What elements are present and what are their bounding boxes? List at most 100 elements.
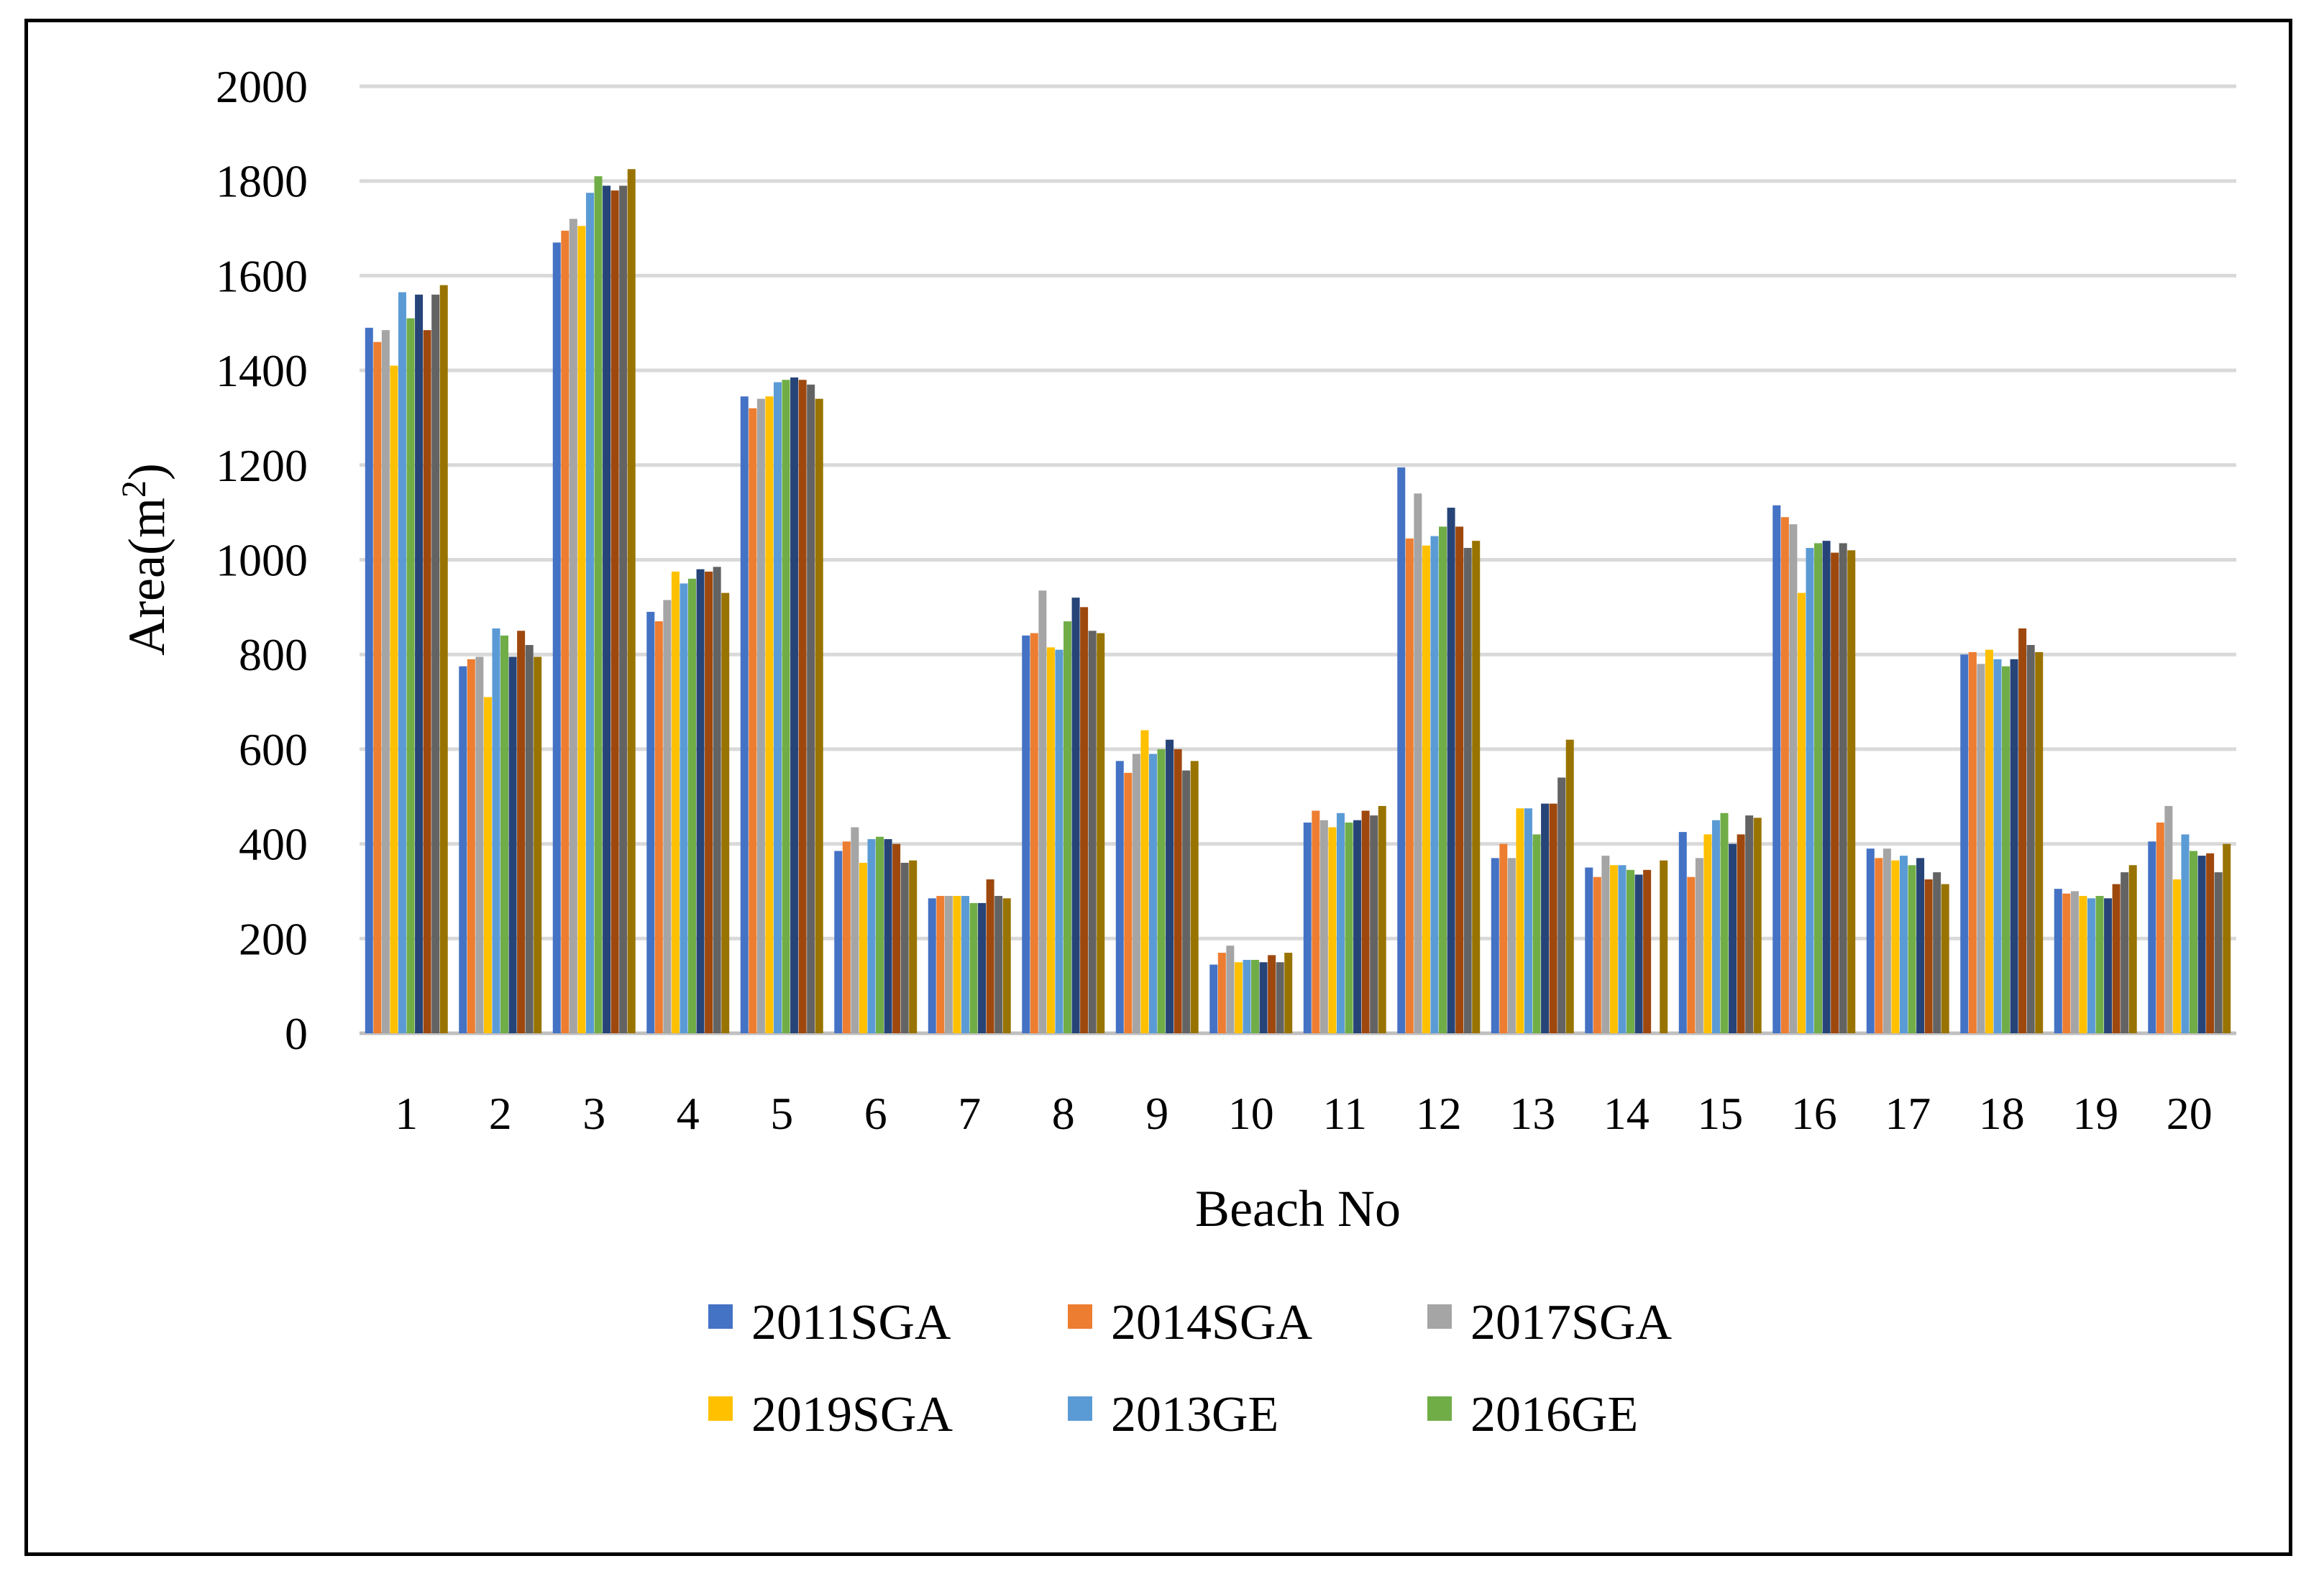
bar-2017sga-beach-1 — [381, 330, 390, 1033]
bar-series8-beach-16 — [1831, 552, 1839, 1033]
bar-2011sga-beach-11 — [1303, 822, 1312, 1033]
x-tick-label: 3 — [582, 1088, 605, 1139]
bar-2017sga-beach-8 — [1038, 590, 1047, 1033]
bar-2016ge-beach-16 — [1814, 543, 1823, 1033]
bar-series7-beach-12 — [1447, 508, 1455, 1033]
bar-2019sga-beach-10 — [1234, 962, 1243, 1033]
bar-series9-beach-19 — [2121, 872, 2129, 1033]
bar-2019sga-beach-6 — [859, 862, 867, 1033]
bar-2019sga-beach-13 — [1516, 808, 1524, 1033]
bar-series8-beach-17 — [1924, 879, 1933, 1033]
bar-2016ge-beach-1 — [406, 318, 415, 1033]
bar-2011sga-beach-1 — [365, 327, 373, 1034]
bar-series7-beach-10 — [1259, 962, 1268, 1033]
legend-swatch-2011sga — [708, 1304, 733, 1329]
bar-2017sga-beach-12 — [1414, 493, 1422, 1033]
bar-2017sga-beach-18 — [1977, 664, 1985, 1033]
bar-2014sga-beach-3 — [561, 230, 569, 1033]
bar-series7-beach-7 — [978, 902, 987, 1033]
bar-2014sga-beach-14 — [1593, 877, 1601, 1033]
bar-2016ge-beach-10 — [1251, 959, 1260, 1033]
x-tick-label: 11 — [1322, 1088, 1367, 1139]
bar-2017sga-beach-11 — [1319, 820, 1328, 1033]
bar-2013ge-beach-5 — [773, 382, 782, 1033]
bar-series10-beach-6 — [909, 860, 918, 1033]
bar-series10-beach-9 — [1190, 761, 1199, 1033]
bar-series10-beach-4 — [721, 592, 730, 1033]
bar-series7-beach-11 — [1353, 820, 1362, 1033]
bar-2014sga-beach-20 — [2156, 822, 2164, 1033]
legend-label-2013ge: 2013GE — [1111, 1387, 1278, 1442]
bar-2019sga-beach-7 — [953, 896, 961, 1033]
bar-2013ge-beach-20 — [2181, 834, 2190, 1033]
bar-series10-beach-11 — [1378, 805, 1386, 1033]
bar-series10-beach-12 — [1472, 541, 1481, 1033]
bar-2019sga-beach-14 — [1609, 865, 1618, 1033]
bar-2013ge-beach-3 — [585, 193, 594, 1034]
bar-series7-beach-20 — [2197, 856, 2206, 1033]
bar-2013ge-beach-16 — [1806, 548, 1814, 1033]
bar-series8-beach-14 — [1643, 869, 1652, 1033]
bar-2019sga-beach-19 — [2079, 896, 2087, 1033]
bar-series8-beach-8 — [1080, 607, 1089, 1033]
bar-2019sga-beach-20 — [2172, 879, 2181, 1033]
bar-2017sga-beach-19 — [2070, 891, 2079, 1033]
bar-series10-beach-1 — [439, 285, 448, 1033]
bar-2017sga-beach-15 — [1695, 858, 1703, 1033]
bar-series8-beach-3 — [610, 190, 619, 1033]
x-tick-label: 5 — [770, 1088, 793, 1139]
bar-2013ge-beach-9 — [1148, 754, 1157, 1033]
bar-2017sga-beach-2 — [475, 656, 484, 1033]
legend-label-2016ge: 2016GE — [1470, 1387, 1638, 1442]
bar-2013ge-beach-15 — [1711, 820, 1720, 1033]
bar-2011sga-beach-2 — [459, 666, 467, 1033]
y-axis-title-sup: 2 — [115, 480, 153, 498]
bar-series7-beach-18 — [2010, 659, 2018, 1033]
bar-2017sga-beach-5 — [756, 398, 765, 1033]
bar-series10-beach-15 — [1753, 818, 1762, 1033]
bar-2019sga-beach-12 — [1422, 545, 1430, 1033]
bar-2017sga-beach-14 — [1601, 856, 1610, 1033]
bar-2017sga-beach-3 — [569, 219, 577, 1033]
bar-2019sga-beach-4 — [671, 571, 680, 1033]
y-tick-label: 1200 — [216, 440, 308, 491]
bar-series7-beach-8 — [1071, 598, 1080, 1033]
y-axis-title: Area(m2) — [115, 463, 176, 656]
bar-2011sga-beach-10 — [1209, 964, 1218, 1033]
legend: 2011SGA 2014SGA 2017SGA 2019SGA 2013GE 2016GE — [708, 1295, 1672, 1442]
bar-2019sga-beach-18 — [1985, 649, 1993, 1033]
x-tick-label: 9 — [1145, 1088, 1168, 1139]
bar-2016ge-beach-2 — [500, 635, 509, 1033]
bar-series8-beach-15 — [1737, 834, 1745, 1033]
bar-series8-beach-5 — [798, 380, 807, 1033]
bar-2013ge-beach-19 — [2087, 898, 2095, 1033]
y-tick-label: 0 — [285, 1008, 308, 1059]
bar-2017sga-beach-20 — [2164, 805, 2173, 1033]
bar-2016ge-beach-5 — [782, 380, 790, 1033]
bar-series8-beach-1 — [423, 330, 431, 1033]
y-tick-label: 1000 — [216, 535, 308, 586]
bar-series10-beach-10 — [1284, 953, 1293, 1033]
x-tick-label: 7 — [958, 1088, 981, 1139]
bar-2011sga-beach-17 — [1866, 848, 1875, 1033]
bar-series10-beach-8 — [1097, 633, 1105, 1033]
bar-series7-beach-19 — [2104, 898, 2113, 1033]
y-tick-label: 1800 — [216, 156, 308, 207]
gridlines — [360, 84, 2236, 1035]
x-tick-label: 8 — [1052, 1088, 1075, 1139]
bar-2011sga-beach-3 — [552, 242, 561, 1034]
x-tick-label: 19 — [2072, 1088, 2118, 1139]
bar-2014sga-beach-6 — [842, 841, 851, 1033]
bar-series7-beach-9 — [1166, 739, 1174, 1033]
legend-swatch-2014sga — [1068, 1304, 1092, 1329]
bar-2013ge-beach-7 — [961, 896, 969, 1033]
x-tick-label: 2 — [489, 1088, 512, 1139]
bar-2011sga-beach-16 — [1772, 505, 1781, 1033]
bar-2014sga-beach-5 — [749, 408, 757, 1033]
y-tick-label: 1400 — [216, 345, 308, 396]
bar-2017sga-beach-16 — [1789, 524, 1798, 1033]
bar-2011sga-beach-20 — [2148, 841, 2156, 1033]
bar-series10-beach-19 — [2128, 865, 2137, 1033]
bar-2011sga-beach-7 — [928, 898, 936, 1033]
